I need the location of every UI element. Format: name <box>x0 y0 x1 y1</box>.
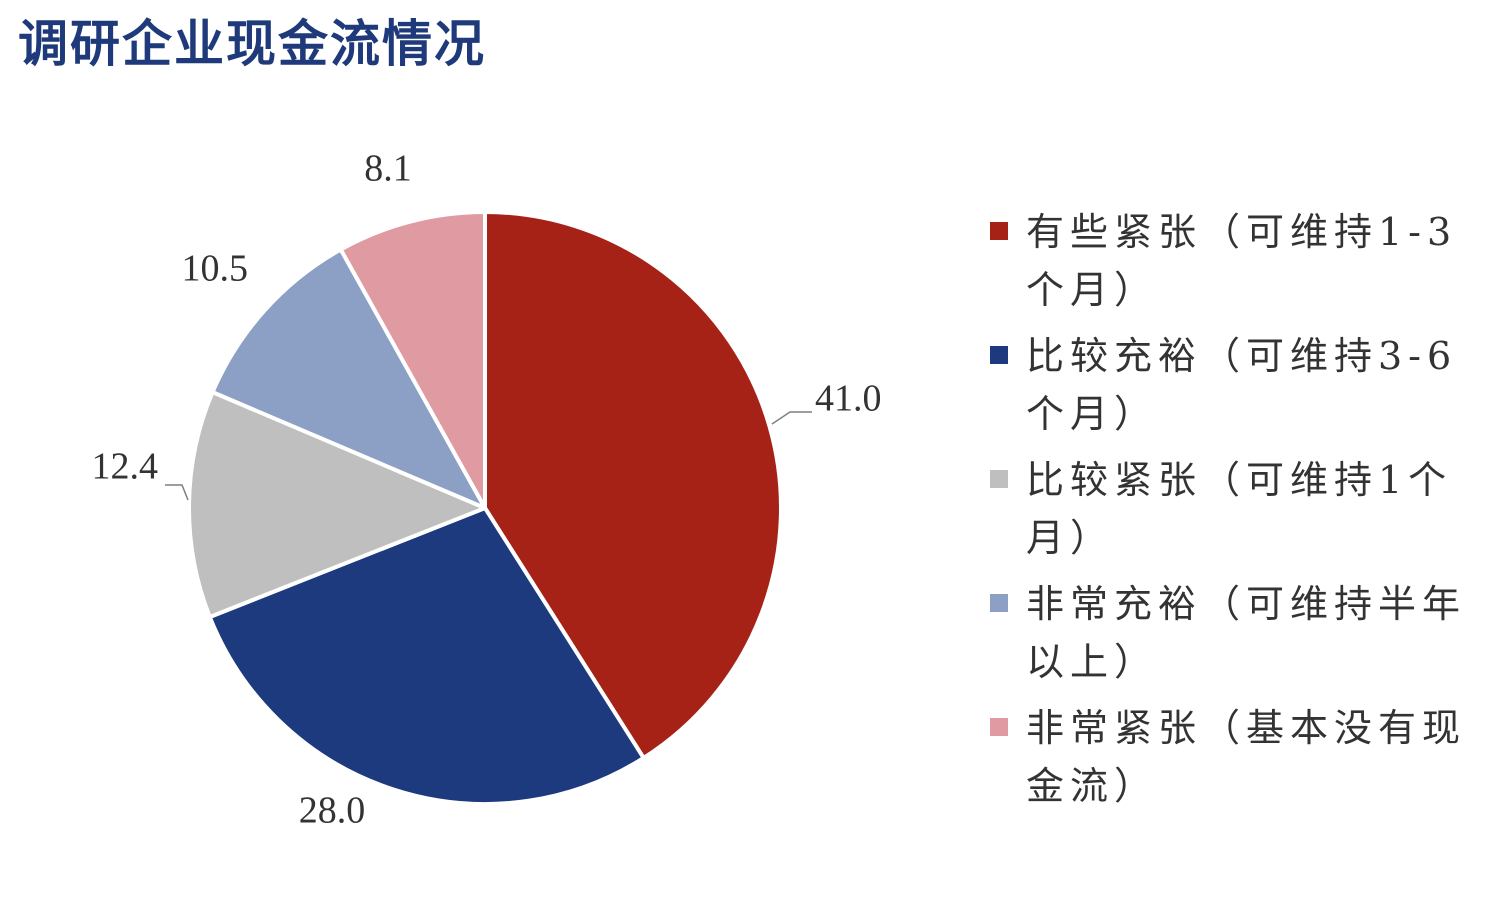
leader-line-3 <box>165 484 189 501</box>
legend-swatch-3 <box>990 470 1008 488</box>
data-label-3: 12.4 <box>92 446 159 488</box>
legend-item-2: 比较充裕（可维持3-6个月） <box>990 327 1466 443</box>
pie-slice-5 <box>338 210 487 510</box>
legend-swatch-1 <box>990 222 1008 240</box>
legend-label-3: 比较紧张（可维持1个月） <box>1026 458 1453 560</box>
chart-title: 调研企业现金流情况 <box>18 14 486 73</box>
legend-label-5: 非常紧张（基本没有现金流） <box>1026 706 1467 808</box>
leader-line-1 <box>771 411 812 425</box>
legend-label-4: 非常充裕（可维持半年以上） <box>1026 582 1467 684</box>
legend-label-1: 有些紧张（可维持1-3个月） <box>1026 210 1458 312</box>
pie-slice-3 <box>187 390 487 619</box>
legend: 有些紧张（可维持1-3个月） 比较充裕（可维持3-6个月） 比较紧张（可维持1个月）… <box>990 203 1480 823</box>
legend-item-4: 非常充裕（可维持半年以上） <box>990 575 1466 691</box>
pie-slice-2 <box>207 506 646 806</box>
data-label-5: 8.1 <box>364 148 412 190</box>
data-label-2: 28.0 <box>299 790 366 832</box>
legend-swatch-2 <box>990 346 1008 364</box>
data-label-1: 41.0 <box>815 378 882 420</box>
data-labels: 41.0 28.0 12.4 10.5 8.1 <box>92 148 882 832</box>
leader-lines <box>165 411 812 501</box>
legend-item-5: 非常紧张（基本没有现金流） <box>990 699 1466 815</box>
pie-slice-4 <box>210 247 487 510</box>
legend-swatch-4 <box>990 594 1008 612</box>
legend-label-2: 比较充裕（可维持3-6个月） <box>1026 334 1458 436</box>
legend-swatch-5 <box>990 718 1008 736</box>
legend-item-3: 比较紧张（可维持1个月） <box>990 451 1466 567</box>
pie-slices <box>187 210 783 806</box>
legend-item-1: 有些紧张（可维持1-3个月） <box>990 203 1466 319</box>
data-label-4: 10.5 <box>182 248 249 290</box>
